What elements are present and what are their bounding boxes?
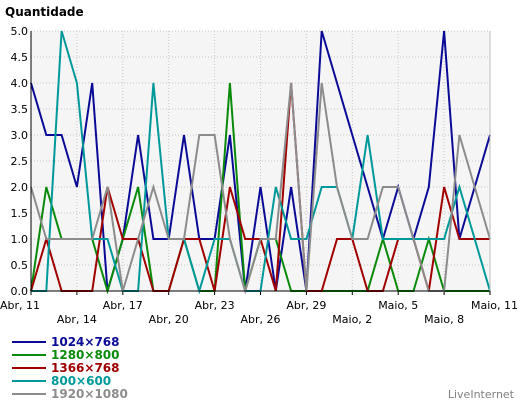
y-tick-label: 1.0 <box>11 233 29 246</box>
legend-label: 800×600 <box>51 374 111 388</box>
y-tick-label: 0.0 <box>11 285 29 298</box>
y-tick-label: 2.5 <box>11 155 29 168</box>
x-tick-label: Maio, 8 <box>424 313 464 326</box>
y-tick-label: 3.5 <box>11 103 29 116</box>
x-tick-label: Abr, 17 <box>103 299 143 312</box>
legend-label: 1366×768 <box>51 361 120 375</box>
y-tick-label: 5.0 <box>11 25 29 38</box>
y-tick-label: 4.5 <box>11 51 29 64</box>
series-line-5 <box>30 82 491 295</box>
x-tick-label: Maio, 5 <box>378 299 418 312</box>
y-tick-label: 2.0 <box>11 181 29 194</box>
chart-title: Quantidade <box>5 5 84 19</box>
y-tick-label: 1.5 <box>11 207 29 220</box>
y-tick-label: 4.0 <box>11 77 29 90</box>
x-tick-label: Abr, 20 <box>149 313 189 326</box>
y-tick-label: 3.0 <box>11 129 29 142</box>
x-tick-label: Abr, 26 <box>240 313 280 326</box>
x-axis: Abr, 11 Abr, 14 Abr, 17 Abr, 20 Abr, 23 Abr, … <box>0 291 518 326</box>
legend-label: 1280×800 <box>51 348 120 362</box>
credit-text: LiveInternet <box>448 388 515 401</box>
legend-label: 1920×1080 <box>51 387 128 401</box>
x-tick-label: Abr, 23 <box>195 299 235 312</box>
y-axis: 0.0 0.5 1.0 1.5 2.0 2.5 3.0 3.5 4.0 4.5 5.0 <box>11 25 29 298</box>
x-tick-label: Abr, 14 <box>57 313 97 326</box>
legend-label: 1024×768 <box>51 335 120 349</box>
x-tick-label: Abr, 29 <box>286 299 326 312</box>
axis-lines <box>30 31 491 292</box>
x-tick-label: Maio, 11 <box>471 299 518 312</box>
y-tick-label: 0.5 <box>11 259 29 272</box>
x-tick-label: Maio, 2 <box>332 313 372 326</box>
x-tick-label: Abr, 11 <box>0 299 40 312</box>
